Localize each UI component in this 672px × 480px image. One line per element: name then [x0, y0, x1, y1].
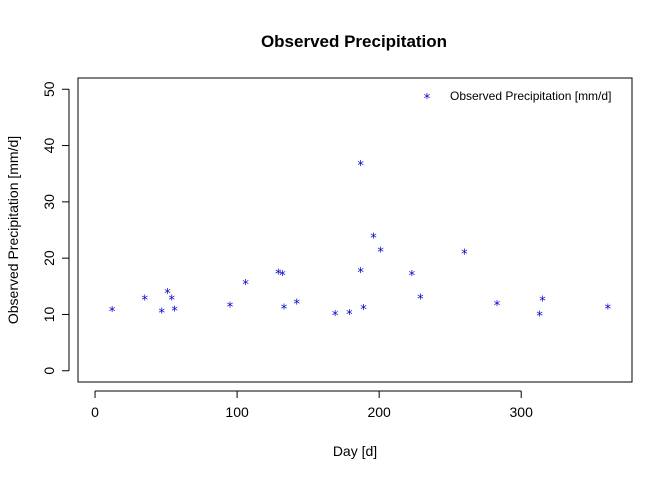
data-points: ****** ***** ** *************	[109, 159, 612, 324]
data-point: *	[360, 303, 367, 318]
legend: * Observed Precipitation [mm/d]	[424, 89, 612, 107]
data-point: *	[357, 266, 364, 281]
y-tick-label: 40	[41, 138, 57, 154]
plot-area-frame	[77, 77, 633, 383]
data-point: *	[227, 300, 234, 315]
x-axis: 0 100 200 300	[91, 390, 534, 420]
x-tick-label: 200	[367, 404, 391, 420]
data-point: *	[377, 246, 384, 261]
x-tick-label: 0	[91, 404, 99, 420]
data-point: *	[169, 294, 176, 309]
data-point: *	[346, 308, 353, 323]
x-tick-label: 300	[510, 404, 534, 420]
data-point: *	[242, 278, 249, 293]
data-point: *	[605, 303, 612, 318]
data-point: *	[142, 294, 149, 309]
x-axis-label: Day [d]	[333, 443, 377, 459]
data-point: *	[461, 247, 468, 262]
data-point: *	[279, 269, 286, 284]
y-tick-label: 30	[41, 194, 57, 210]
y-axis: 0 10 20 30 40 50	[41, 81, 70, 375]
data-point: *	[417, 292, 424, 307]
data-point: *	[294, 297, 301, 312]
data-point: *	[357, 159, 364, 174]
data-point: *	[171, 304, 178, 319]
y-tick-label: 10	[41, 306, 57, 322]
legend-label: Observed Precipitation [mm/d]	[450, 89, 611, 103]
y-tick-label: 0	[41, 367, 57, 375]
data-point: *	[159, 307, 166, 322]
data-point: *	[281, 303, 288, 318]
y-tick-label: 50	[41, 81, 57, 97]
x-tick-label: 100	[225, 404, 249, 420]
data-point: *	[332, 309, 339, 324]
data-point: *	[370, 232, 377, 247]
data-point: *	[164, 287, 171, 302]
chart-title: Observed Precipitation	[261, 32, 447, 51]
data-point: *	[539, 295, 546, 310]
data-point: *	[409, 269, 416, 284]
y-tick-label: 20	[41, 250, 57, 266]
legend-marker: *	[424, 92, 431, 107]
data-point: *	[494, 299, 501, 314]
data-point: *	[536, 309, 543, 324]
y-axis-label: Observed Precipitation [mm/d]	[5, 136, 21, 324]
data-point: *	[109, 305, 116, 320]
data-point: *	[275, 268, 282, 283]
